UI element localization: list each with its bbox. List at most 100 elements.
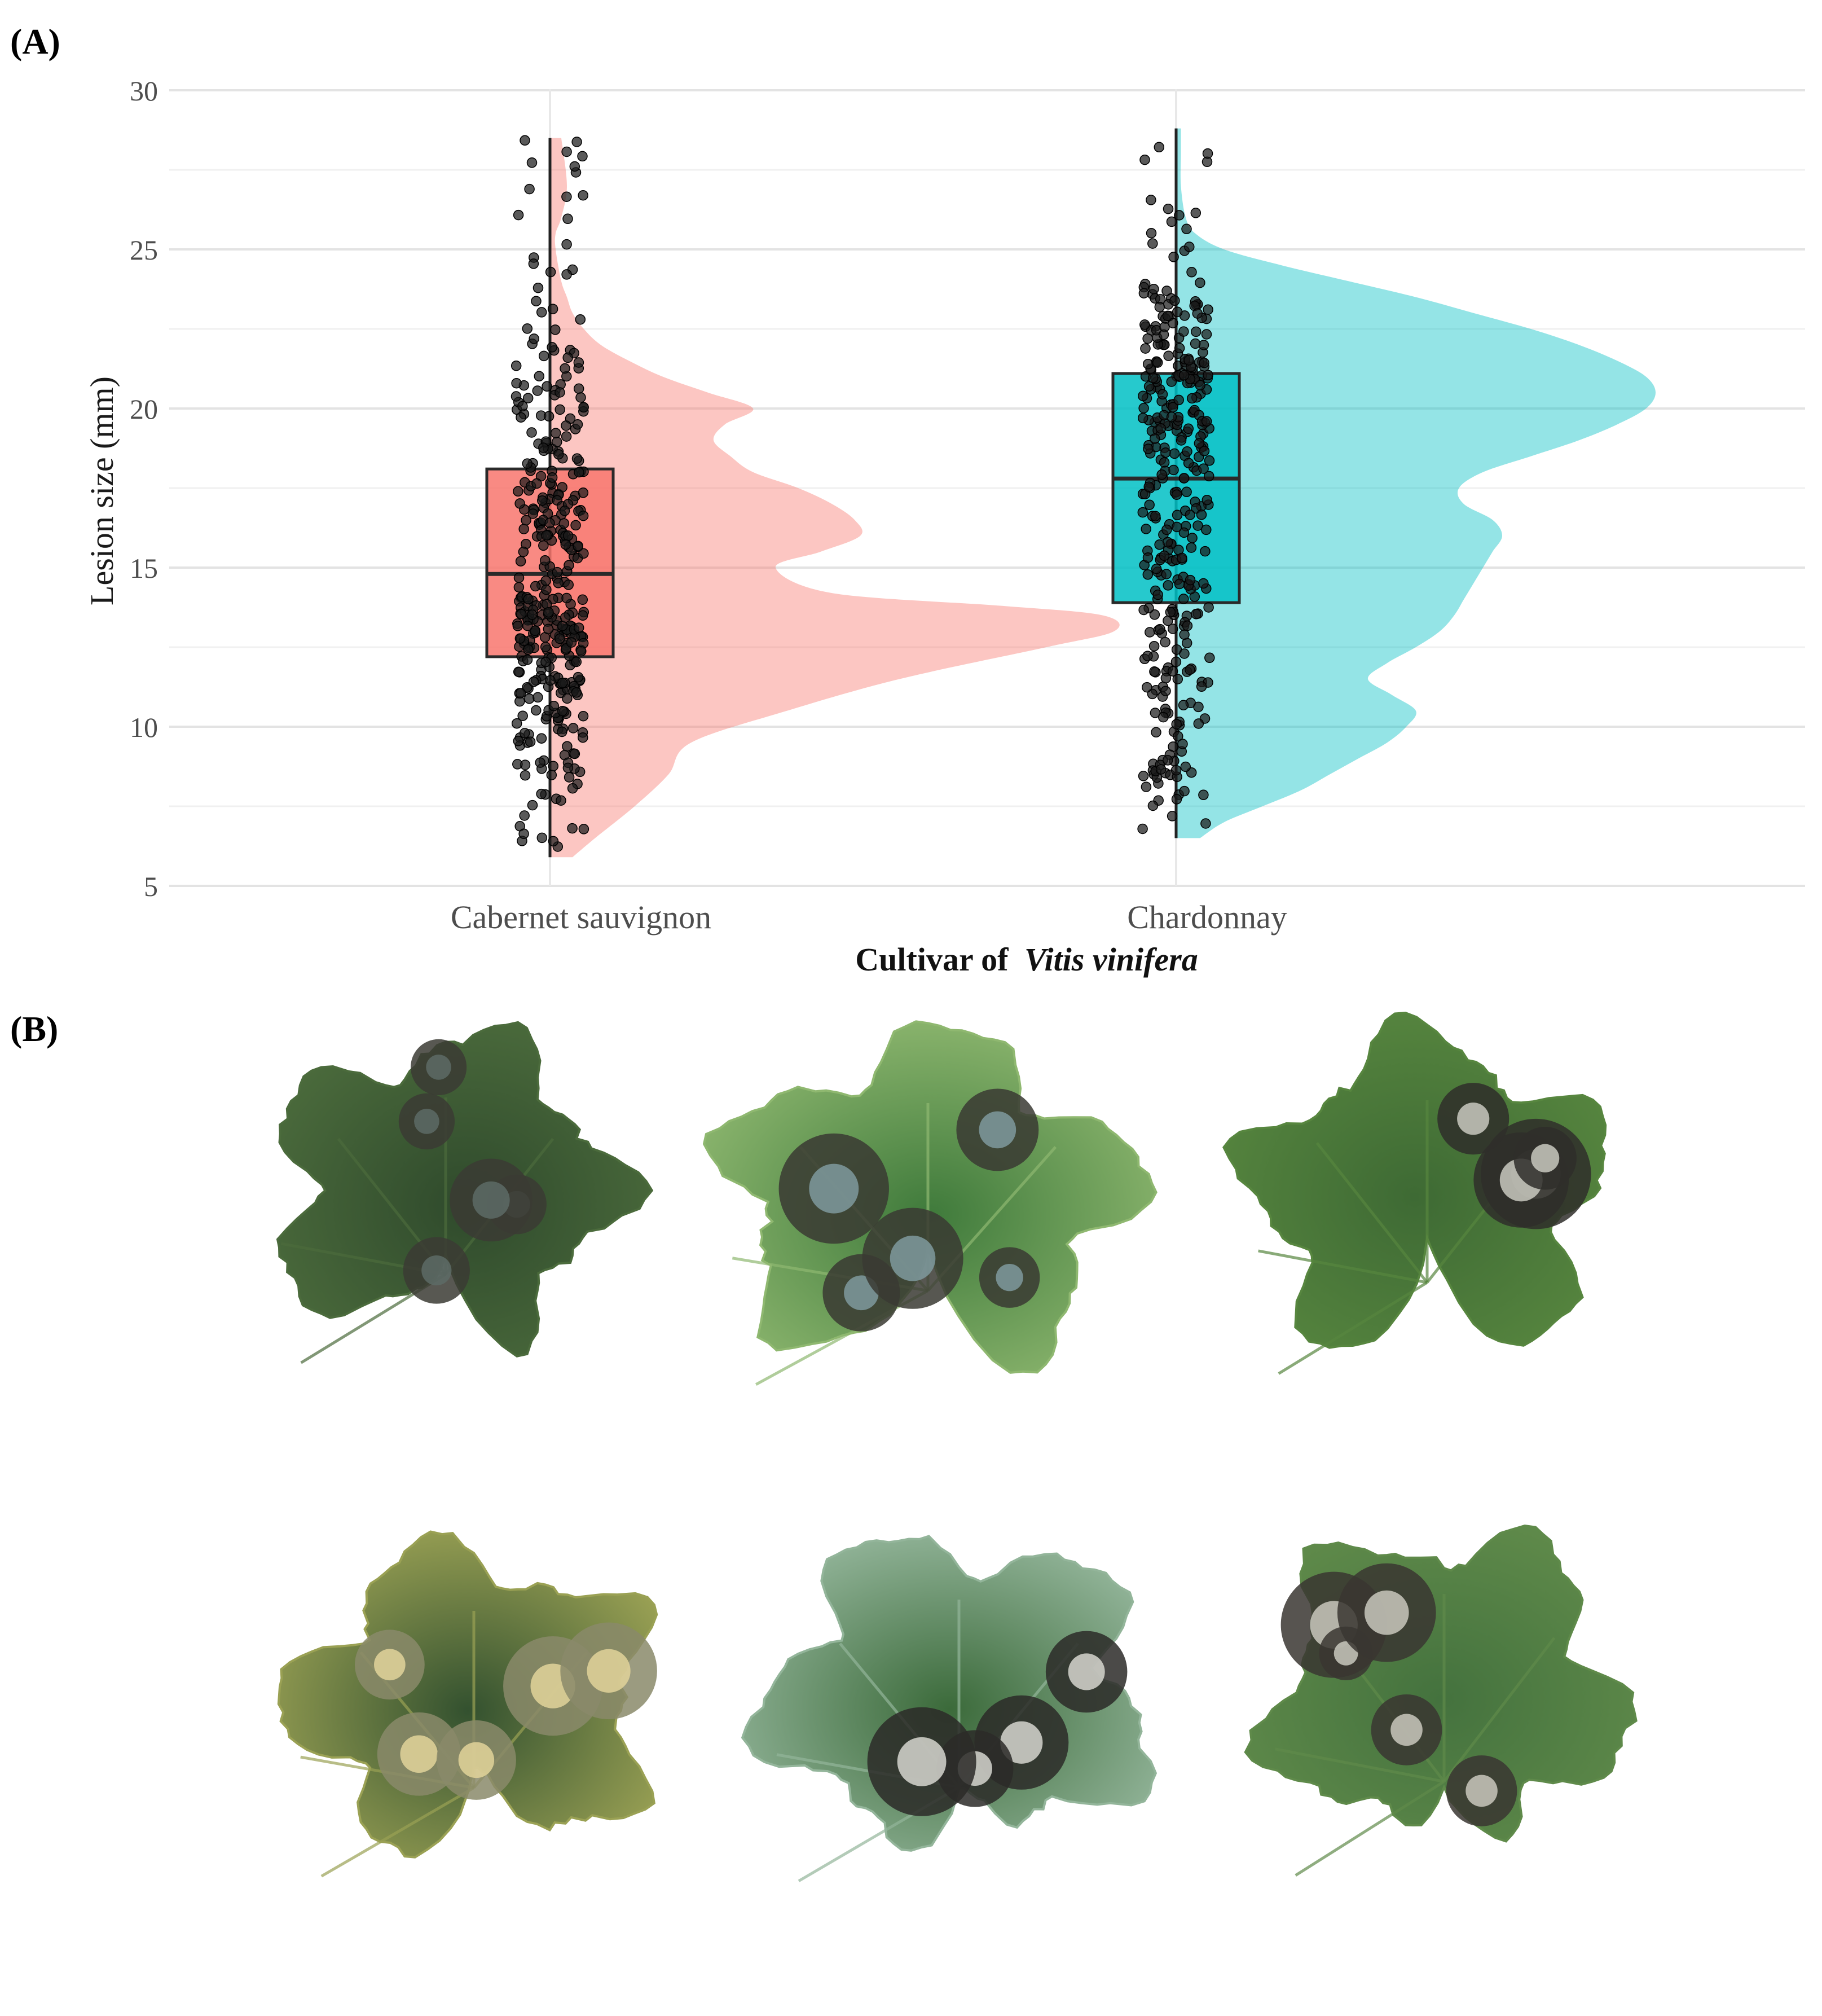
data-point — [1143, 381, 1155, 392]
data-point — [560, 363, 570, 374]
data-point — [573, 671, 584, 683]
data-point — [1139, 154, 1150, 165]
data-point — [1168, 252, 1179, 262]
data-point — [573, 541, 583, 551]
data-point — [536, 307, 547, 318]
data-point — [534, 371, 545, 381]
data-point — [1147, 238, 1158, 249]
data-point — [545, 675, 556, 686]
data-point — [1155, 764, 1167, 775]
data-point — [561, 146, 572, 157]
data-point — [521, 515, 531, 526]
data-point — [563, 579, 574, 590]
leaf-4 — [277, 1530, 658, 1878]
data-point — [1180, 761, 1191, 772]
data-point — [1185, 574, 1196, 586]
data-point — [1192, 520, 1203, 531]
data-point — [1200, 546, 1211, 557]
data-point — [578, 710, 589, 722]
data-point — [536, 788, 547, 800]
data-point — [1149, 609, 1160, 620]
data-point — [1174, 342, 1185, 354]
data-point — [1181, 223, 1192, 235]
data-point — [547, 342, 557, 353]
data-point — [561, 269, 572, 280]
data-point — [517, 401, 528, 412]
data-point — [1151, 727, 1161, 738]
data-point — [1138, 288, 1150, 298]
y-tick-label: 15 — [130, 552, 158, 584]
data-point — [513, 582, 525, 593]
data-point — [1167, 666, 1178, 677]
data-point — [1186, 267, 1197, 278]
data-point — [513, 486, 523, 497]
data-point — [578, 548, 589, 559]
data-point — [515, 556, 526, 566]
data-point — [530, 625, 540, 636]
data-point — [1149, 666, 1160, 677]
data-point — [564, 772, 575, 783]
data-point — [510, 361, 522, 371]
data-point — [511, 377, 522, 389]
data-point — [550, 428, 561, 438]
data-point — [1142, 358, 1154, 370]
data-point — [1204, 652, 1215, 664]
leaf-blade — [702, 1020, 1158, 1374]
data-point — [1169, 448, 1180, 459]
data-point — [566, 637, 577, 648]
data-point — [547, 472, 558, 483]
data-point — [530, 581, 541, 592]
data-point — [1143, 481, 1154, 492]
data-point — [559, 506, 570, 516]
data-point — [542, 381, 552, 392]
data-point — [567, 823, 578, 834]
data-point — [540, 555, 551, 566]
data-point — [560, 539, 571, 550]
data-point — [535, 757, 545, 768]
data-point — [573, 357, 584, 368]
data-point — [578, 190, 588, 201]
leaf-2 — [702, 1020, 1158, 1386]
data-point — [1185, 664, 1195, 675]
data-point — [1196, 509, 1207, 520]
data-point — [516, 609, 527, 620]
data-point — [570, 520, 581, 531]
data-point — [1178, 370, 1190, 381]
y-tick-label: 30 — [130, 75, 158, 107]
data-point — [522, 654, 533, 665]
data-point — [1196, 681, 1207, 692]
data-point — [544, 517, 555, 529]
data-point — [1142, 552, 1154, 563]
y-axis-title: Lesion size (mm) — [83, 376, 120, 605]
data-point — [1158, 329, 1169, 340]
data-point — [523, 644, 534, 655]
data-point — [1201, 524, 1212, 535]
data-point — [1201, 329, 1212, 340]
data-point — [1182, 620, 1193, 631]
data-point — [512, 621, 523, 631]
data-point — [1151, 563, 1162, 574]
data-point — [529, 333, 539, 344]
data-point — [1143, 443, 1154, 454]
data-point — [1141, 781, 1152, 792]
data-point — [1186, 393, 1198, 404]
data-point — [545, 266, 556, 278]
leaf-vein — [1258, 1249, 1428, 1284]
y-tick-label: 25 — [130, 234, 158, 266]
data-point — [1140, 343, 1151, 354]
data-point — [532, 385, 543, 396]
leaf-vein — [320, 1786, 475, 1878]
data-point — [1198, 463, 1209, 474]
data-point — [543, 411, 554, 422]
data-point — [515, 688, 526, 699]
data-point — [1203, 304, 1213, 315]
data-point — [1161, 569, 1172, 579]
data-point — [578, 824, 589, 834]
data-point — [552, 566, 563, 578]
y-tick-label: 20 — [130, 393, 158, 425]
jitter-points — [510, 135, 1215, 852]
data-point — [553, 449, 564, 460]
leaf-blade — [277, 1530, 658, 1859]
data-point — [1166, 216, 1177, 227]
data-point — [1178, 326, 1189, 337]
